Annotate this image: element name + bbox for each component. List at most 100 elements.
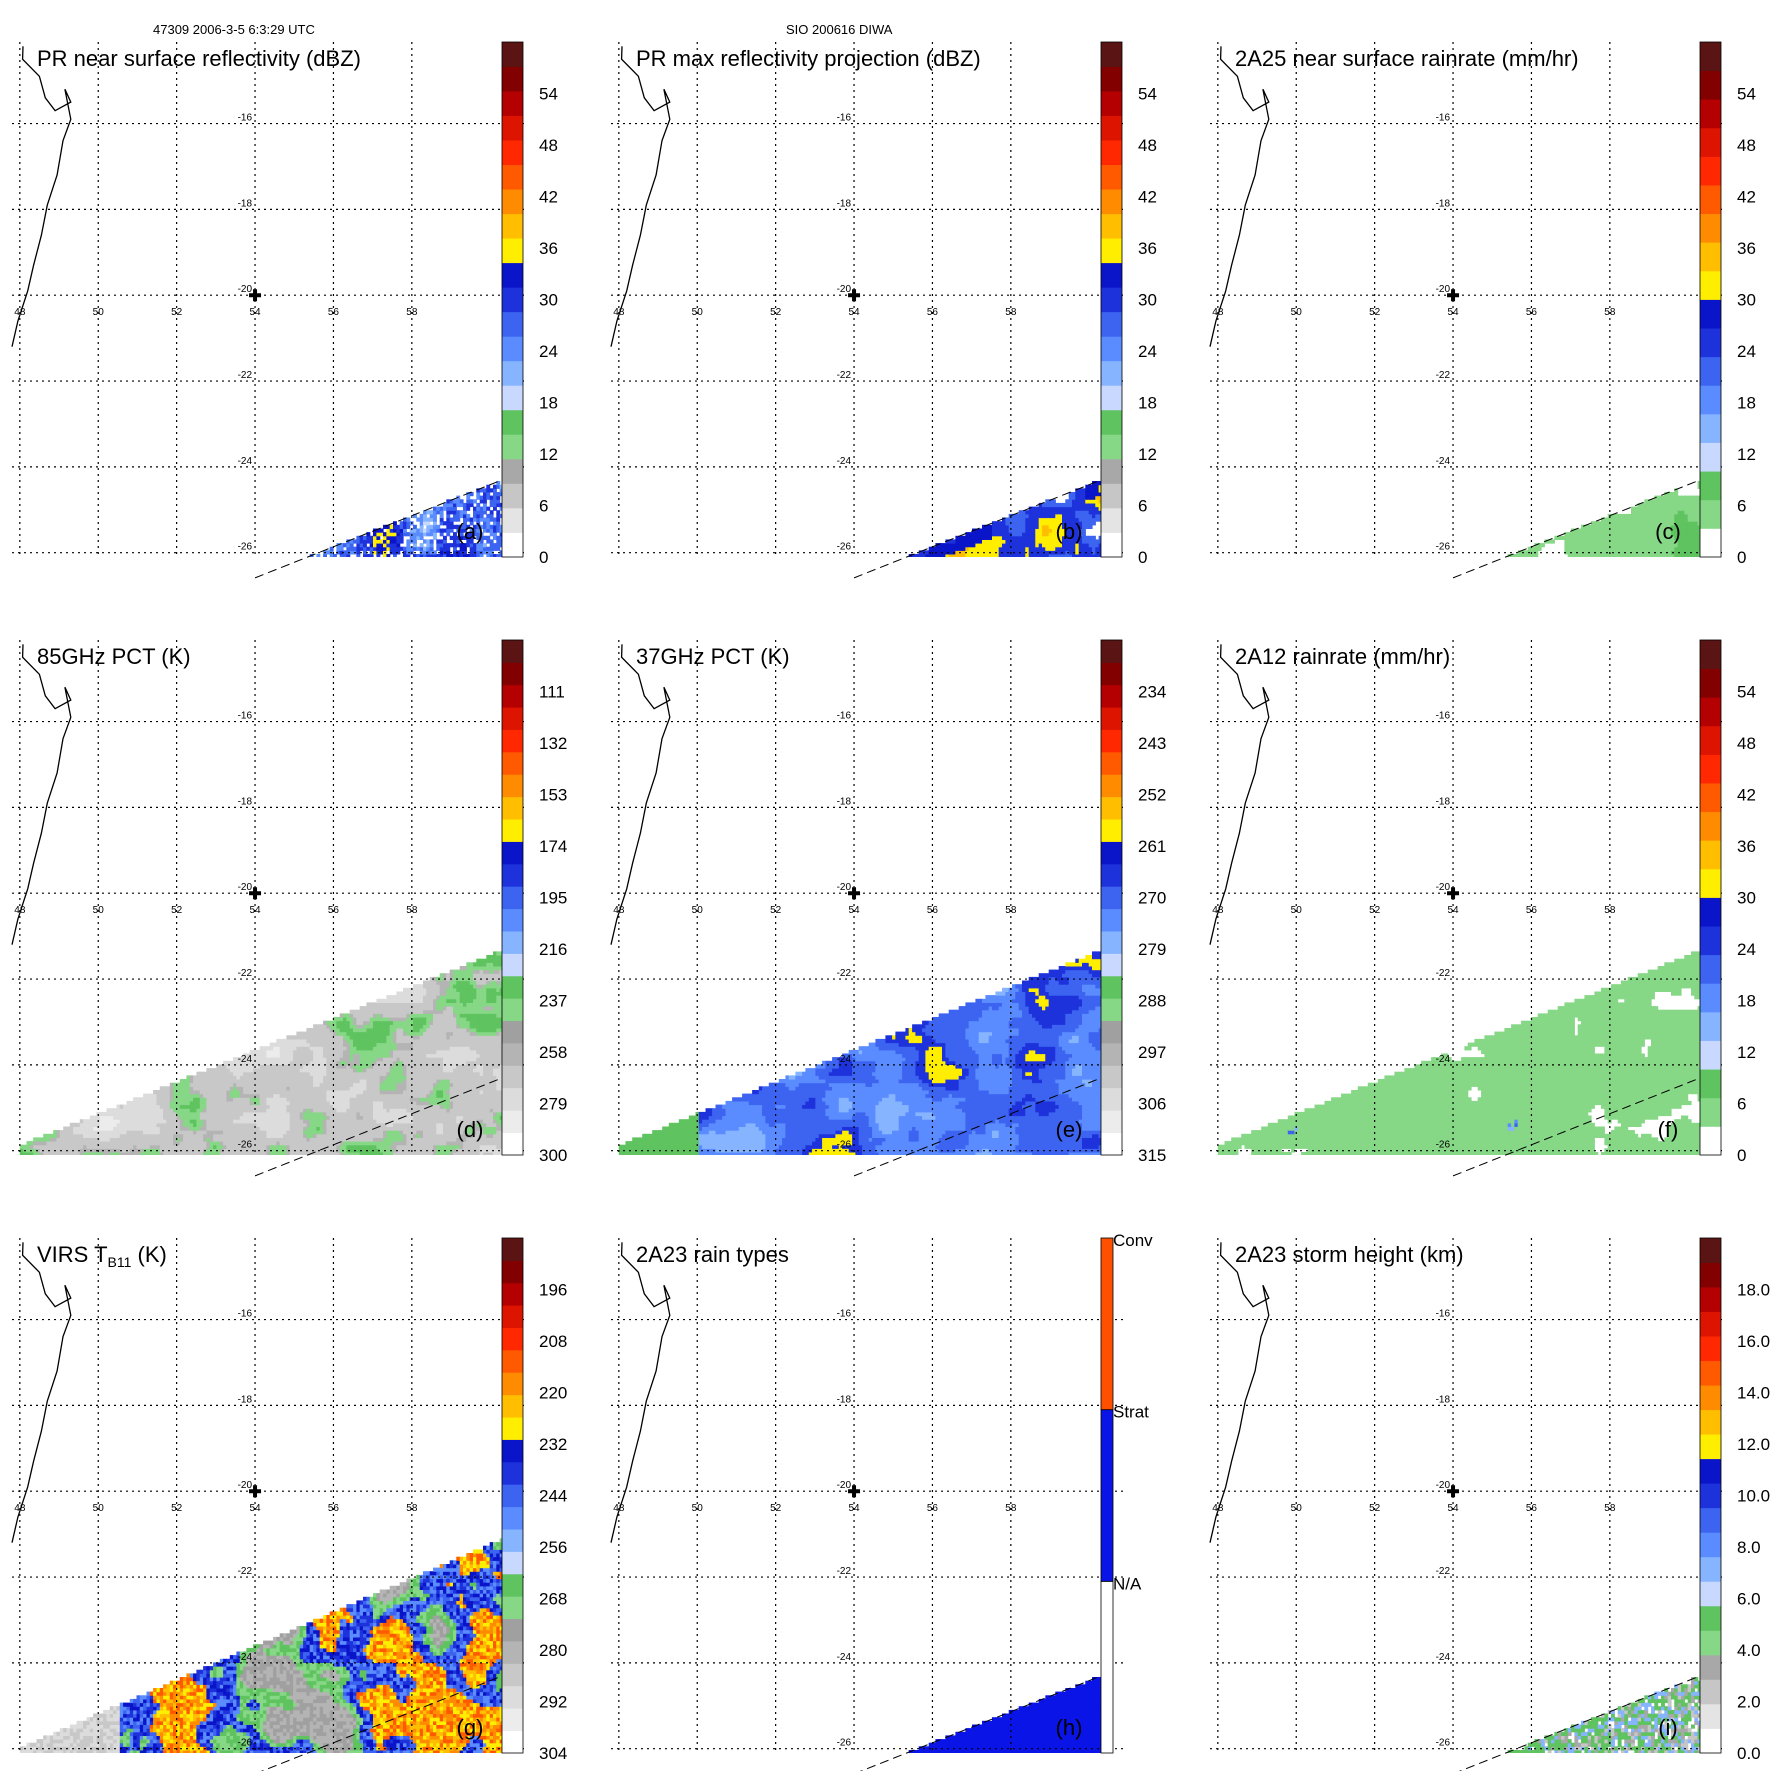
data-cell: [159, 1086, 164, 1091]
data-cell: [1691, 539, 1695, 544]
data-cell: [1078, 510, 1083, 515]
data-cell: [1564, 539, 1569, 544]
data-cell: [159, 1126, 164, 1131]
data-cell: [286, 1119, 291, 1124]
data-cell: [339, 1060, 344, 1065]
data-cell: [479, 546, 484, 551]
data-cell: [1567, 554, 1572, 557]
data-cell: [343, 1046, 347, 1051]
data-cell: [399, 1017, 404, 1022]
data-cell: [99, 1111, 104, 1117]
data-cell: [349, 1031, 354, 1036]
data-cell: [306, 1133, 311, 1138]
data-cell: [283, 1156, 287, 1160]
data-cell: [1674, 506, 1679, 511]
data-cell: [359, 1090, 364, 1095]
data-cell: [336, 1111, 341, 1117]
data-cell: [143, 1133, 147, 1138]
data-cell: [313, 1049, 317, 1055]
data-cell: [370, 558, 374, 562]
data-cell: [356, 1126, 361, 1131]
data-cell: [273, 1075, 277, 1080]
data-cell: [189, 1115, 194, 1120]
data-cell: [383, 1126, 387, 1131]
data-cell: [156, 1137, 161, 1142]
data-cell: [1088, 502, 1093, 508]
colorbar-segment: [1101, 213, 1122, 239]
data-cell: [379, 1086, 384, 1091]
data-cell: [79, 1119, 84, 1124]
data-cell: [1092, 517, 1096, 522]
data-cell: [333, 1049, 337, 1055]
data-cell: [366, 1049, 371, 1055]
data-cell: [1574, 539, 1579, 544]
data-cell: [1075, 539, 1080, 544]
data-cell: [456, 499, 461, 504]
data-cell: [439, 532, 444, 537]
data-cell: [379, 1148, 384, 1153]
data-cell: [396, 1017, 401, 1022]
data-cell: [113, 1144, 117, 1149]
data-cell: [1637, 517, 1642, 522]
data-cell: [129, 1144, 134, 1149]
data-cell: [339, 1064, 344, 1069]
data-cell: [216, 1133, 221, 1138]
data-cell: [399, 1122, 404, 1127]
data-cell: [1085, 513, 1090, 519]
data-cell: [240, 1156, 244, 1160]
data-cell: [86, 1148, 91, 1153]
data-cell: [166, 1108, 171, 1113]
data-cell: [289, 1082, 294, 1087]
data-cell: [196, 1144, 201, 1149]
data-cell: [276, 1042, 281, 1047]
data-cell: [413, 558, 417, 562]
data-cell: [339, 1093, 344, 1098]
data-cell: [319, 1060, 324, 1065]
data-cell: [346, 1137, 351, 1142]
data-cell: [403, 1100, 407, 1106]
data-cell: [259, 1090, 264, 1095]
data-cell: [1654, 558, 1658, 562]
data-cell: [393, 1082, 397, 1087]
data-cell: [1694, 524, 1699, 529]
data-cell: [356, 1042, 361, 1047]
data-cell: [186, 1079, 191, 1084]
data-cell: [333, 1082, 337, 1087]
data-cell: [419, 554, 424, 557]
data-cell: [196, 1156, 200, 1160]
data-cell: [313, 1057, 317, 1062]
data-cell: [226, 1097, 231, 1102]
data-cell: [1597, 550, 1602, 555]
data-cell: [1002, 535, 1006, 540]
data-cell: [309, 1090, 314, 1095]
data-cell: [206, 1068, 211, 1073]
data-cell: [1644, 510, 1649, 515]
data-cell: [1002, 554, 1006, 557]
data-cell: [1664, 558, 1668, 562]
data-cell: [1697, 521, 1700, 526]
data-cell: [286, 1126, 291, 1131]
data-cell: [223, 1152, 227, 1155]
data-cell: [299, 1086, 304, 1091]
data-cell: [366, 1093, 371, 1098]
data-cell: [303, 1064, 307, 1069]
data-cell: [326, 1119, 331, 1124]
data-cell: [273, 1068, 277, 1073]
data-cell: [396, 1068, 401, 1073]
data-cell: [992, 554, 996, 557]
data-cell: [389, 1053, 394, 1058]
data-cell: [1531, 558, 1535, 562]
data-cell: [349, 546, 354, 551]
data-cell: [369, 1071, 374, 1076]
data-cell: [179, 1137, 184, 1142]
data-cell: [496, 517, 501, 522]
data-cell: [316, 1133, 321, 1138]
data-cell: [343, 1111, 347, 1117]
data-cell: [116, 1122, 121, 1127]
data-cell: [1624, 543, 1629, 548]
data-cell: [1052, 543, 1056, 548]
data-cell: [393, 1144, 397, 1149]
data-cell: [99, 1119, 104, 1124]
colorbar-segment: [502, 360, 523, 386]
